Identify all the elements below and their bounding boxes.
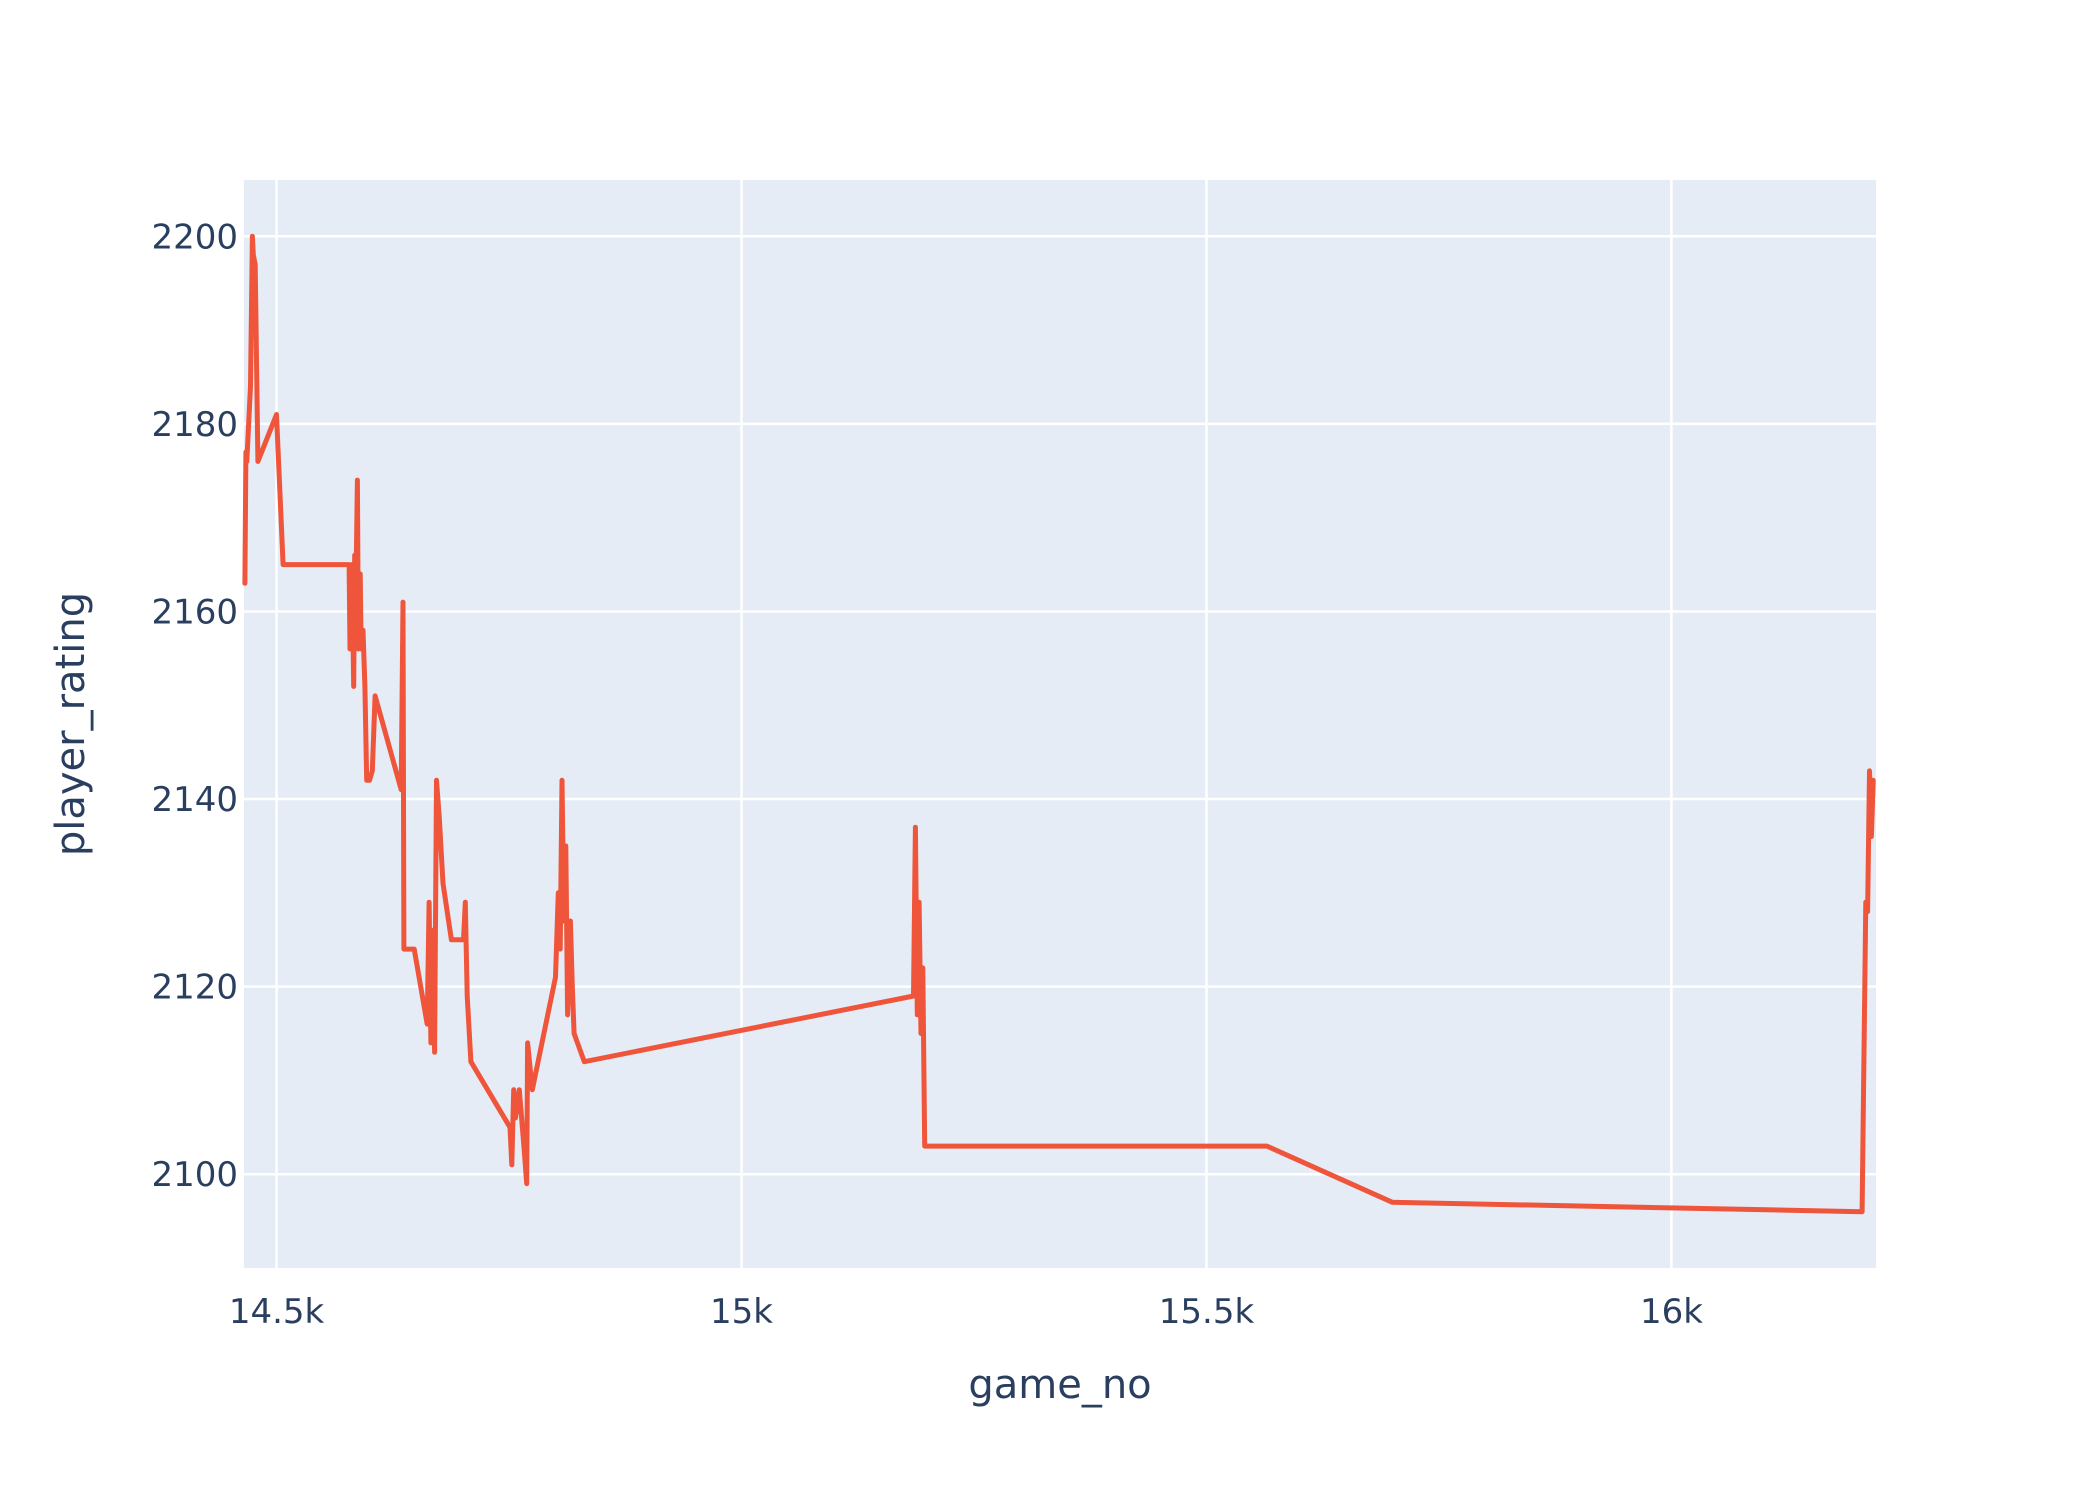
x-tick-label: 16k (1640, 1292, 1703, 1332)
x-axis-title: game_no (968, 1362, 1151, 1408)
series-line (242, 233, 1876, 1215)
y-tick-label: 2120 (151, 968, 238, 1008)
x-tick-label: 15k (710, 1292, 773, 1332)
series-layer (242, 233, 1876, 1215)
y-tick-label: 2160 (151, 592, 238, 632)
y-axis-title: player_rating (48, 592, 94, 856)
y-tick-label: 2200 (151, 217, 238, 257)
y-tick-label: 2180 (151, 405, 238, 445)
x-tick-label: 14.5k (229, 1292, 325, 1332)
x-gridlines (275, 180, 1673, 1268)
y-tick-labels: 2100 2120 2140 2160 2180 2200 (151, 217, 238, 1195)
plot-background (244, 180, 1876, 1268)
x-tick-labels: 14.5k 15k 15.5k 16k (229, 1292, 1703, 1332)
y-tick-label: 2100 (151, 1155, 238, 1195)
x-tick-label: 15.5k (1159, 1292, 1255, 1332)
y-gridlines (244, 235, 1876, 1176)
y-tick-label: 2140 (151, 780, 238, 820)
